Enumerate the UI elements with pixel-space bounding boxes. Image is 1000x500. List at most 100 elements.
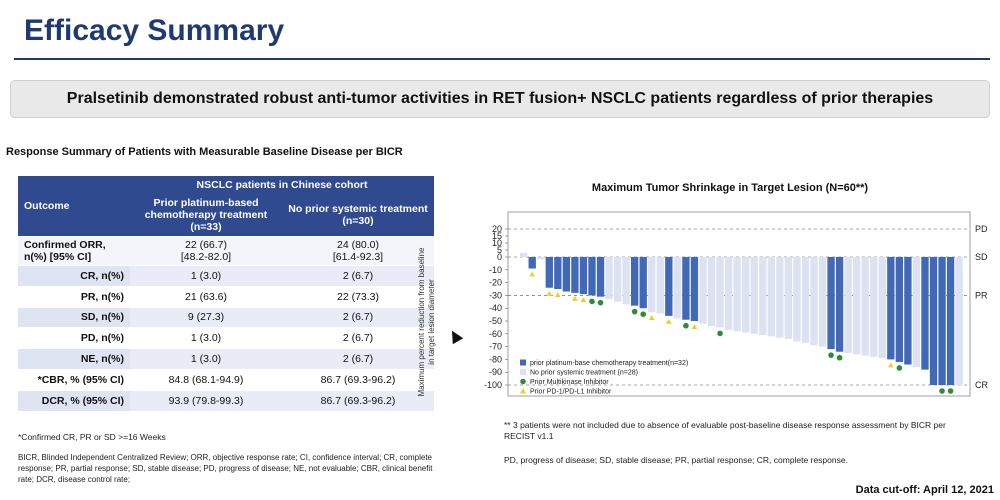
- y-tick-label: -80: [489, 354, 502, 364]
- table-row: NE, n(%) 1 (3.0) 2 (6.7): [18, 348, 434, 370]
- bar: [742, 257, 750, 333]
- cell-prior: 84.8 (68.1-94.9): [130, 368, 282, 391]
- slide-title: Efficacy Summary: [24, 14, 285, 47]
- y-tick-label: -50: [489, 316, 502, 326]
- table-row: SD, n(%) 9 (27.3) 2 (6.7): [18, 306, 434, 328]
- cell-no-prior: 22 (73.3): [282, 285, 434, 308]
- bar: [605, 257, 613, 300]
- bar: [784, 257, 793, 339]
- bar-marker: [555, 292, 561, 297]
- bar-marker: [828, 352, 834, 358]
- bar: [596, 257, 605, 297]
- bar: [579, 257, 588, 295]
- bar: [818, 257, 827, 347]
- bar: [844, 257, 852, 353]
- bar: [631, 257, 639, 306]
- table-row: *CBR, % (95% CI) 84.8 (68.1-94.9) 86.7 (…: [18, 368, 434, 391]
- y-tick-label: -60: [489, 329, 502, 339]
- header-outcome: Outcome: [18, 176, 130, 237]
- bar: [716, 257, 724, 328]
- y-tick-label: -10: [489, 265, 502, 275]
- bar-marker: [939, 388, 945, 394]
- header-group: NSCLC patients in Chinese cohort: [130, 176, 434, 194]
- bar: [554, 257, 562, 289]
- row-label: DCR, % (95% CI): [18, 389, 130, 412]
- bar: [562, 257, 571, 292]
- title-divider: [14, 58, 990, 60]
- bar: [870, 257, 878, 357]
- bar: [673, 257, 682, 319]
- bar: [639, 257, 647, 309]
- cell-prior: 22 (66.7) [48.2-82.0]: [130, 236, 282, 266]
- bar: [767, 257, 775, 337]
- bar-marker: [640, 311, 647, 317]
- bar: [929, 257, 938, 385]
- bar: [682, 257, 690, 320]
- bar: [810, 257, 818, 346]
- bar-marker: [836, 354, 843, 361]
- bar-marker: [597, 299, 604, 306]
- cell-no-prior: 86.7 (69.3-96.2): [282, 368, 434, 391]
- bar: [588, 257, 596, 296]
- table-section-title: Response Summary of Patients with Measur…: [6, 146, 403, 158]
- y-tick-label: 0: [497, 252, 502, 262]
- bar: [759, 257, 767, 336]
- cell-no-prior: 24 (80.0) [61.4-92.3]: [282, 236, 434, 266]
- y-tick-label: 5: [497, 245, 502, 255]
- cell-prior: 93.9 (79.8-99.3): [130, 389, 282, 412]
- bar: [921, 257, 929, 370]
- bar-marker: [572, 295, 578, 301]
- row-label: CR, n(%): [18, 265, 130, 287]
- cell-prior: 9 (27.3): [130, 306, 282, 328]
- bar: [827, 257, 835, 350]
- bar-marker: [648, 315, 655, 321]
- bar: [545, 257, 553, 288]
- legend-label: Prior Multikinase Inhibitor: [530, 379, 609, 386]
- cell-no-prior: 2 (6.7): [282, 327, 434, 349]
- header-no-prior: No prior systemic treatment (n=30): [282, 194, 434, 237]
- bar: [776, 257, 784, 338]
- bar-marker: [947, 388, 954, 394]
- bar: [665, 257, 673, 316]
- bar: [895, 257, 904, 362]
- bar: [724, 257, 733, 330]
- bar: [520, 252, 528, 257]
- y-tick-label: 20: [492, 224, 502, 234]
- bar: [887, 257, 895, 360]
- bar: [938, 257, 946, 385]
- legend-swatch: [520, 369, 526, 375]
- bar: [613, 257, 622, 302]
- bar-marker: [683, 322, 689, 329]
- bar: [955, 257, 963, 385]
- row-label: *CBR, % (95% CI): [18, 368, 130, 391]
- table-row: DCR, % (95% CI) 93.9 (79.8-99.3) 86.7 (6…: [18, 389, 434, 412]
- bar: [904, 257, 912, 365]
- bar: [656, 257, 664, 314]
- bar: [622, 257, 630, 305]
- legend-swatch: [520, 378, 526, 385]
- y-tick-label: -90: [489, 367, 502, 377]
- reference-label: CR: [975, 380, 988, 390]
- mouse-cursor-icon: [446, 327, 464, 345]
- bar-marker: [666, 318, 672, 324]
- row-label: Confirmed ORR, n(%) [95% CI]: [18, 236, 130, 266]
- y-tick-label: 10: [492, 238, 502, 248]
- y-tick-label: -30: [489, 290, 502, 300]
- legend-swatch: [520, 388, 526, 394]
- response-summary-table: Outcome NSCLC patients in Chinese cohort…: [18, 176, 434, 412]
- table-row: PR, n(%) 21 (63.6) 22 (73.3): [18, 285, 434, 308]
- banner-text: Pralsetinib demonstrated robust anti-tum…: [66, 90, 934, 107]
- bar: [537, 257, 545, 260]
- data-cutoff: Data cut-off: April 12, 2021: [855, 484, 994, 496]
- table-footnote: *Confirmed CR, PR or SD >=16 Weeks: [18, 432, 166, 442]
- chart-y-axis-label: Maximum percent reduction from baseline …: [417, 247, 436, 397]
- bar: [946, 257, 955, 385]
- reference-label: PR: [975, 290, 988, 300]
- bar: [699, 257, 707, 324]
- bar-marker: [888, 362, 894, 368]
- row-label: PR, n(%): [18, 285, 130, 308]
- header-prior: Prior platinum-based chemotherapy treatm…: [130, 194, 282, 237]
- cell-no-prior: 2 (6.7): [282, 348, 434, 370]
- chart-abbreviations: PD, progress of disease; SD, stable dise…: [504, 455, 848, 465]
- table-row: PD, n(%) 1 (3.0) 2 (6.7): [18, 327, 434, 349]
